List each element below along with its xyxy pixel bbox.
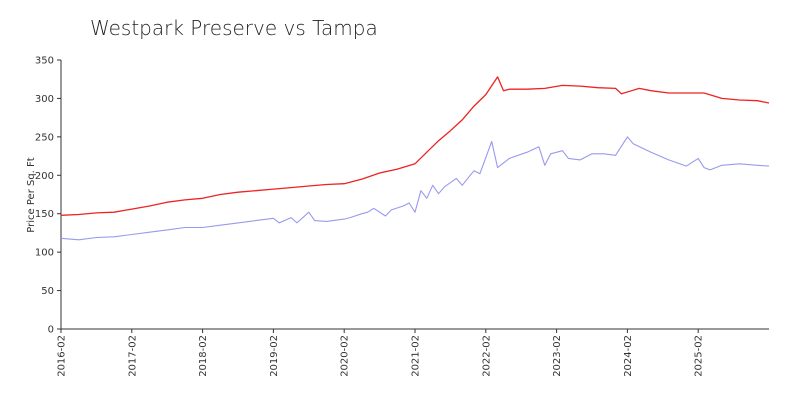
x-tick-label: 2020-02 <box>340 335 351 377</box>
y-tick-label: 200 <box>35 171 54 182</box>
x-tick-label: 2018-02 <box>198 335 209 377</box>
chart-title: Westpark Preserve vs Tampa <box>90 16 378 40</box>
x-tick-label: 2019-02 <box>269 335 280 377</box>
x-tick-label: 2017-02 <box>127 335 138 377</box>
y-tick-label: 150 <box>35 209 54 220</box>
x-tick-label: 2023-02 <box>552 335 563 377</box>
y-tick-label: 250 <box>35 132 54 143</box>
y-tick-label: 350 <box>35 56 54 67</box>
y-tick-label: 300 <box>35 94 54 105</box>
x-tick-label: 2025-02 <box>694 335 705 377</box>
y-axis-label: Price Per Sq. Ft <box>26 157 37 232</box>
x-tick-label: 2024-02 <box>623 335 634 377</box>
y-tick-label: 100 <box>35 248 54 259</box>
series-layer <box>60 76 770 241</box>
x-tick-label: 2021-02 <box>411 335 422 377</box>
x-tick-label: 2022-02 <box>481 335 492 377</box>
y-tick-label: 50 <box>41 286 54 297</box>
x-tick-label: 2016-02 <box>57 335 68 377</box>
y-tick-label: 0 <box>48 325 54 336</box>
chart-axes <box>60 60 769 330</box>
series-line-1 <box>60 76 770 216</box>
tick-layer: 0 50 100 150 200 250 300 350 2016-02 2017-02 2018-… <box>35 56 705 377</box>
series-line-2 <box>60 136 770 241</box>
